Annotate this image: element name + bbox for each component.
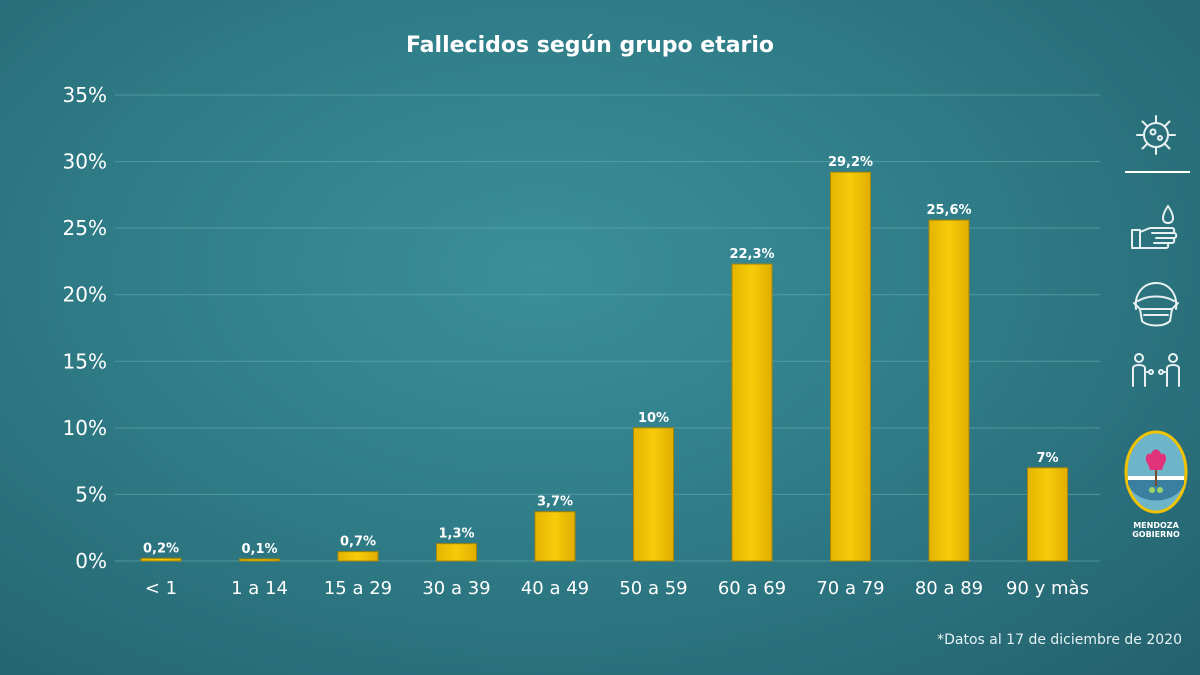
logo-line-2: GOBIERNO [1132,530,1180,539]
data-label: 22,3% [729,247,774,262]
sidebar: MENDOZA GOBIERNO [1124,115,1190,539]
data-label: 0,1% [241,542,277,557]
data-label: 0,7% [340,535,376,550]
virus-icon [1136,115,1176,155]
bar [534,511,576,562]
data-label: 1,3% [438,527,474,542]
x-tick-label: 40 a 49 [521,578,589,599]
bar [731,263,773,562]
x-tick-label: 15 a 29 [324,578,392,599]
y-tick-label: 0% [75,549,107,573]
x-tick-label: 1 a 14 [231,578,288,599]
data-label: 25,6% [926,203,971,218]
bar [1027,467,1068,562]
y-axis: 0% 5% 10% 15% 20% 25% 30% 35% [63,83,107,573]
bars [140,171,1068,562]
logo-line-1: MENDOZA [1133,521,1179,530]
data-labels: 0,2% 0,1% 0,7% 1,3% 3,7% 10% 22,3% 29,2% 25,6% 7% [143,155,1059,557]
x-tick-label: < 1 [145,578,177,599]
hand-wash-icon [1131,205,1178,249]
bar [436,543,477,562]
x-tick-label: 70 a 79 [816,578,884,599]
y-tick-label: 10% [63,416,107,440]
mendoza-gobierno-logo: MENDOZA GOBIERNO [1124,430,1188,539]
data-label: 3,7% [537,495,573,510]
data-label: 7% [1036,451,1058,466]
bar [928,219,970,562]
y-tick-label: 5% [75,482,107,506]
y-tick-label: 20% [63,283,107,307]
x-axis: < 1 1 a 14 15 a 29 30 a 39 40 a 49 50 a 59 60 … [145,578,1089,599]
x-tick-label: 60 a 69 [718,578,786,599]
x-tick-label: 30 a 39 [422,578,490,599]
data-label: 29,2% [828,155,873,170]
face-mask-icon [1133,282,1179,327]
y-tick-label: 25% [63,216,107,240]
footnote: *Datos al 17 de diciembre de 2020 [937,632,1182,648]
bar [140,557,182,562]
data-label: 10% [638,411,669,426]
chart-title: Fallecidos según grupo etario [406,33,774,58]
bar [830,171,871,562]
x-tick-label: 80 a 89 [915,578,983,599]
x-tick-label: 50 a 59 [619,578,687,599]
y-tick-label: 30% [63,150,107,174]
y-tick-label: 15% [63,349,107,373]
social-distance-icon [1132,353,1180,387]
data-label: 0,2% [143,541,179,556]
bar [337,551,379,562]
bar [633,427,674,562]
x-tick-label: 90 y màs [1006,578,1089,599]
bar [239,558,280,562]
y-tick-label: 35% [63,83,107,107]
grid-lines [115,94,1100,562]
